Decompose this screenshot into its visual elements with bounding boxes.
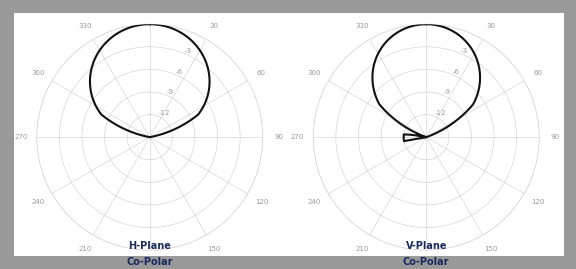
Text: Co-Polar: Co-Polar bbox=[403, 257, 449, 267]
Text: Co-Polar: Co-Polar bbox=[127, 257, 173, 267]
Text: H-Plane: H-Plane bbox=[128, 241, 171, 251]
Text: V-Plane: V-Plane bbox=[406, 241, 447, 251]
